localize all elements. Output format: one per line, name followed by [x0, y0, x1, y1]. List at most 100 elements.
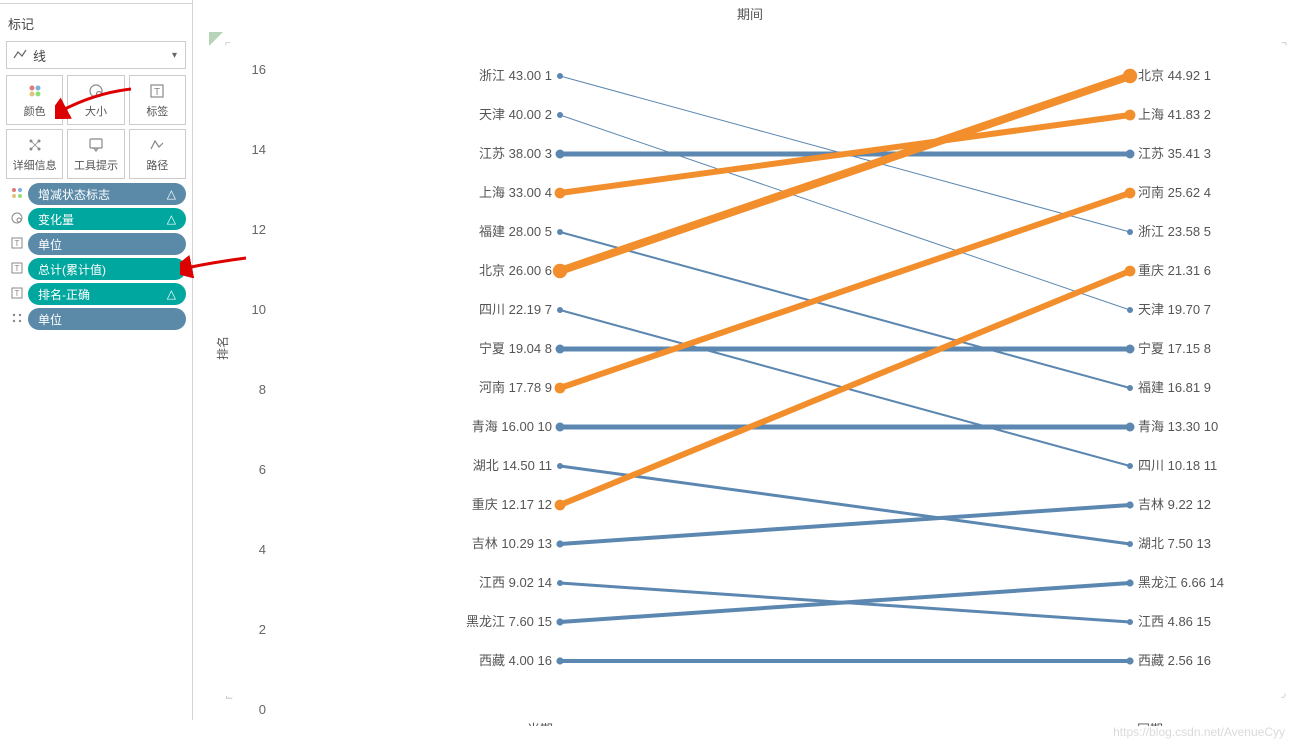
series-endpoint[interactable]: [556, 423, 565, 432]
left-label: 北京 26.00 6: [479, 263, 552, 278]
right-label: 西藏 2.56 16: [1138, 653, 1211, 668]
series-line[interactable]: [560, 193, 1130, 388]
shelf-tooltip[interactable]: 工具提示: [67, 129, 124, 179]
series-endpoint[interactable]: [1123, 69, 1137, 83]
series-line[interactable]: [560, 76, 1130, 271]
series-endpoint[interactable]: [556, 345, 565, 354]
series-endpoint[interactable]: [557, 307, 563, 313]
pill-shelf-icon[interactable]: [6, 212, 28, 227]
svg-text:T: T: [15, 239, 20, 248]
pill-shelf-icon[interactable]: T: [6, 287, 28, 302]
corner-bracket-br: ⌏: [1281, 692, 1289, 703]
series-endpoint[interactable]: [556, 540, 563, 547]
series-endpoint[interactable]: [1127, 385, 1133, 391]
left-label: 西藏 4.00 16: [479, 653, 552, 668]
pill-shelf-icon[interactable]: T: [6, 237, 28, 252]
chevron-down-icon: ▾: [172, 50, 177, 61]
y-tick: 2: [259, 622, 266, 637]
field-pill[interactable]: 变化量△: [28, 208, 186, 230]
shelf-color[interactable]: 颜色: [6, 75, 63, 125]
field-pill[interactable]: 排名-正确△: [28, 283, 186, 305]
series-endpoint[interactable]: [1127, 229, 1133, 235]
series-endpoint[interactable]: [555, 383, 566, 394]
shelf-label[interactable]: T标签: [129, 75, 186, 125]
tooltip-icon: [88, 135, 104, 155]
right-label: 吉林 9.22 12: [1138, 497, 1211, 512]
series-endpoint[interactable]: [556, 150, 565, 159]
pill-row: 单位: [6, 308, 186, 330]
series-line[interactable]: [560, 232, 1130, 388]
series-line[interactable]: [560, 115, 1130, 310]
y-tick: 16: [252, 62, 266, 77]
mark-type-label: 线: [33, 46, 46, 65]
slope-chart: 0246810121416浙江 43.00 1浙江 23.58 5天津 40.0…: [230, 26, 1300, 726]
series-endpoint[interactable]: [557, 463, 563, 469]
series-endpoint[interactable]: [557, 580, 563, 586]
y-tick: 0: [259, 702, 266, 717]
series-endpoint[interactable]: [1127, 619, 1133, 625]
delta-icon: △: [167, 187, 176, 201]
right-label: 江苏 35.41 3: [1138, 146, 1211, 161]
pill-shelf-icon[interactable]: [6, 187, 28, 202]
corner-bracket-bl: ⌙: [225, 692, 233, 703]
series-line[interactable]: [560, 466, 1130, 544]
series-endpoint[interactable]: [1126, 423, 1135, 432]
right-label: 重庆 21.31 6: [1138, 263, 1211, 278]
field-pill[interactable]: 总计(累计值): [28, 258, 186, 280]
series-endpoint[interactable]: [1126, 345, 1135, 354]
shelf-path[interactable]: 路径: [129, 129, 186, 179]
series-endpoint[interactable]: [1127, 463, 1133, 469]
mark-type-selector[interactable]: 线 ▾: [6, 41, 186, 69]
y-tick: 4: [259, 542, 266, 557]
left-label: 天津 40.00 2: [479, 107, 552, 122]
field-pill[interactable]: 增减状态标志△: [28, 183, 186, 205]
pill-shelf-icon[interactable]: [6, 312, 28, 327]
left-label: 河南 17.78 9: [479, 380, 552, 395]
shelf-grid: 颜色大小T标签详细信息工具提示路径: [6, 75, 186, 179]
field-pill[interactable]: 单位: [28, 308, 186, 330]
left-label: 宁夏 19.04 8: [479, 341, 552, 356]
left-label: 青海 16.00 10: [472, 419, 552, 434]
series-endpoint[interactable]: [1127, 541, 1133, 547]
y-axis-label: 排名: [214, 336, 231, 360]
series-endpoint[interactable]: [1126, 150, 1135, 159]
series-endpoint[interactable]: [557, 73, 563, 79]
svg-text:T: T: [154, 87, 160, 98]
series-endpoint[interactable]: [1125, 110, 1136, 121]
y-tick: 6: [259, 462, 266, 477]
series-endpoint[interactable]: [1125, 266, 1136, 277]
field-pill[interactable]: 单位: [28, 233, 186, 255]
right-label: 黑龙江 6.66 14: [1138, 575, 1224, 590]
series-line[interactable]: [560, 271, 1130, 505]
right-label: 天津 19.70 7: [1138, 302, 1211, 317]
right-label: 浙江 23.58 5: [1138, 224, 1211, 239]
pill-row: T 总计(累计值): [6, 258, 186, 280]
series-endpoint[interactable]: [553, 264, 567, 278]
corner-bracket-tl: ⌐: [225, 38, 231, 49]
series-endpoint[interactable]: [1126, 579, 1133, 586]
left-label: 浙江 43.00 1: [479, 68, 552, 83]
series-endpoint[interactable]: [557, 112, 563, 118]
pill-shelf-icon[interactable]: T: [6, 262, 28, 277]
series-endpoint[interactable]: [1125, 188, 1136, 199]
left-label: 江西 9.02 14: [479, 575, 552, 590]
series-endpoint[interactable]: [557, 229, 563, 235]
delta-icon: △: [167, 287, 176, 301]
y-tick: 14: [252, 142, 266, 157]
series-endpoint[interactable]: [1126, 657, 1133, 664]
series-endpoint[interactable]: [1126, 501, 1133, 508]
left-label: 湖北 14.50 11: [473, 458, 552, 473]
series-endpoint[interactable]: [555, 500, 566, 511]
x-label-left: 当期: [527, 722, 553, 726]
series-line[interactable]: [560, 505, 1130, 544]
series-endpoint[interactable]: [556, 618, 563, 625]
svg-text:T: T: [15, 264, 20, 273]
series-endpoint[interactable]: [556, 657, 563, 664]
series-endpoint[interactable]: [1127, 307, 1133, 313]
left-label: 上海 33.00 4: [479, 185, 552, 200]
shelf-size[interactable]: 大小: [67, 75, 124, 125]
shelf-detail[interactable]: 详细信息: [6, 129, 63, 179]
right-label: 江西 4.86 15: [1138, 614, 1211, 629]
series-endpoint[interactable]: [555, 188, 566, 199]
path-icon: [149, 135, 165, 155]
